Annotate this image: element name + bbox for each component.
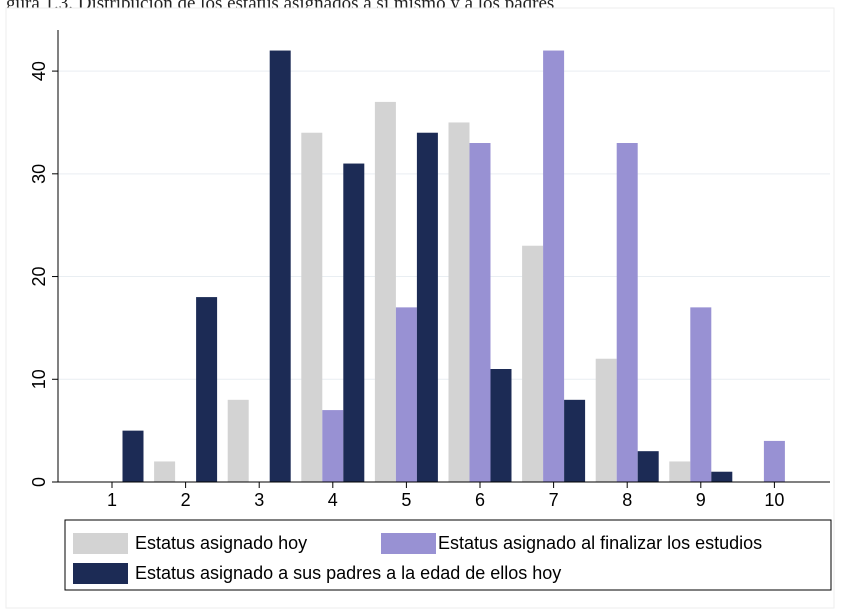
bar-1-cat-4 [301, 132, 323, 482]
legend-box [64, 519, 832, 591]
legend-label-2: Estatus asignado al finalizar los estudi… [438, 533, 762, 553]
x-tick-label: 10 [764, 490, 784, 510]
bar-3-cat-9 [711, 471, 733, 482]
bar-1-cat-8 [595, 358, 617, 482]
bar-3-cat-1 [122, 430, 144, 482]
bar-3-cat-6 [490, 369, 512, 482]
x-tick-label: 3 [254, 490, 264, 510]
bar-3-cat-4 [343, 163, 365, 482]
bar-1-cat-6 [448, 122, 470, 483]
bar-2-cat-7 [543, 50, 565, 482]
bar-2-cat-5 [395, 307, 417, 482]
bar-2-cat-8 [616, 143, 638, 482]
x-tick-label: 4 [328, 490, 338, 510]
bar-1-cat-2 [154, 461, 176, 482]
bars [122, 50, 785, 483]
y-ticks: 0 10 20 30 40 [29, 61, 58, 487]
legend: Estatus asignado hoy Estatus asignado al … [64, 519, 832, 591]
bar-3-cat-5 [416, 132, 438, 482]
bar-2-cat-6 [469, 143, 491, 482]
bar-1-cat-3 [227, 399, 249, 482]
x-tick-label: 6 [475, 490, 485, 510]
y-tick-label: 10 [29, 369, 49, 389]
y-tick-label: 30 [29, 164, 49, 184]
x-tick-label: 5 [401, 490, 411, 510]
y-tick-label: 0 [29, 477, 49, 487]
legend-swatch-1 [73, 533, 128, 554]
y-tick-label: 20 [29, 267, 49, 287]
x-tick-label: 9 [696, 490, 706, 510]
y-tick-label: 40 [29, 61, 49, 81]
legend-label-3: Estatus asignado a sus padres a la edad … [135, 563, 561, 583]
x-tick-label: 1 [107, 490, 117, 510]
x-ticks: 1 2 3 4 5 6 7 8 9 10 [107, 482, 784, 510]
bar-2-cat-4 [322, 410, 344, 482]
x-tick-label: 8 [622, 490, 632, 510]
bar-3-cat-3 [269, 50, 291, 482]
x-tick-label: 7 [549, 490, 559, 510]
bar-1-cat-7 [522, 245, 544, 482]
legend-swatch-3 [73, 563, 128, 584]
bar-2-cat-10 [763, 440, 785, 482]
bar-3-cat-2 [196, 297, 218, 482]
legend-label-1: Estatus asignado hoy [135, 533, 307, 553]
x-tick-label: 2 [181, 490, 191, 510]
bar-3-cat-7 [564, 399, 586, 482]
axes [57, 30, 830, 483]
bar-2-cat-9 [690, 307, 712, 482]
bar-3-cat-8 [637, 451, 659, 482]
legend-swatch-2 [381, 533, 436, 554]
bar-1-cat-9 [669, 461, 691, 482]
bar-1-cat-5 [374, 101, 396, 482]
